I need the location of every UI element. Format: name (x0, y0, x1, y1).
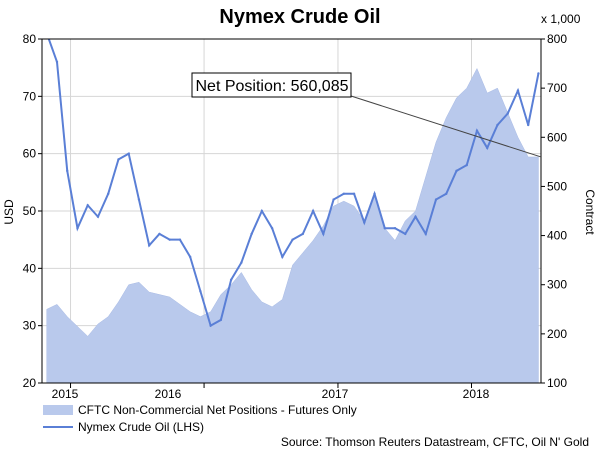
y-tick-label-left: 20 (23, 376, 37, 390)
crude-oil-point (526, 123, 530, 127)
x-tick-label: 2015 (52, 387, 79, 401)
y-tick-label-right: 100 (547, 376, 567, 390)
crude-oil-point (147, 244, 151, 247)
y-axis-label-right: Contract (583, 189, 597, 235)
crude-oil-point (117, 158, 120, 161)
legend: CFTC Non-Commercial Net Positions - Futu… (43, 403, 357, 434)
y-tick-label-right: 700 (547, 81, 567, 95)
y-tick-label-right: 600 (547, 130, 567, 144)
crude-oil-point (475, 129, 479, 132)
x-tick-label: 2017 (322, 387, 349, 401)
crude-oil-point (250, 232, 253, 236)
crude-oil-point (455, 169, 458, 173)
crude-oil-point (404, 232, 407, 236)
crude-oil-point (96, 215, 100, 218)
crude-oil-point (260, 209, 264, 213)
y-tick-label-left: 50 (23, 204, 37, 218)
x-tick-label: 2016 (155, 387, 182, 401)
callout-text: Net Position: 560,085 (196, 78, 349, 95)
crude-oil-point (506, 112, 509, 115)
crude-oil-point (393, 227, 397, 230)
y-axis-label-left: USD (2, 199, 16, 225)
right-axis-multiplier: x 1,000 (541, 12, 581, 26)
y-tick-label-left: 60 (23, 147, 37, 161)
chart-title: Nymex Crude Oil (219, 6, 380, 28)
x-tick-label: 2018 (463, 387, 490, 401)
crude-oil-point (301, 232, 305, 236)
y-tick-label-right: 500 (547, 179, 567, 193)
crude-oil-point (434, 198, 438, 201)
crude-oil-point (127, 152, 130, 155)
y-tick-label-left: 40 (23, 261, 37, 275)
crude-oil-point (199, 290, 202, 293)
y-tick-label-right: 200 (547, 327, 567, 341)
crude-oil-point (496, 123, 499, 127)
y-tick-label-right: 800 (547, 32, 567, 46)
plot-area: 20 30 40 50 60 70 80 100 200 300 400 500 600 700 800 20… (23, 32, 568, 401)
legend-label-crude-oil: Nymex Crude Oil (LHS) (78, 420, 204, 434)
crude-oil-point (332, 198, 335, 201)
crude-oil-point (424, 232, 427, 236)
crude-oil-point (281, 255, 284, 259)
crude-oil-point (270, 227, 274, 230)
callout-box (191, 72, 352, 98)
crude-oil-point (55, 60, 59, 64)
crude-oil-point (352, 192, 356, 195)
crude-oil-point (342, 192, 346, 195)
callout-leader (350, 95, 542, 158)
crude-oil-point (76, 227, 79, 230)
legend-label-net-positions: CFTC Non-Commercial Net Positions - Futu… (78, 403, 357, 417)
y-tick-label-left: 30 (23, 319, 37, 333)
crude-oil-point (219, 318, 223, 322)
y-tick-label-right: 400 (547, 229, 567, 243)
legend-swatch-net-positions (43, 405, 73, 415)
crude-oil-point (291, 238, 294, 241)
crude-oil-point (537, 72, 540, 75)
crude-oil-point (363, 221, 366, 224)
crude-oil-point (107, 192, 110, 195)
crude-oil-point (311, 209, 315, 213)
crude-oil-point (373, 192, 376, 195)
crude-oil-point (445, 192, 448, 195)
crude-oil-point (383, 227, 386, 230)
crude-oil-point (240, 261, 243, 264)
net-positions-area (46, 67, 539, 384)
crude-oil-point (414, 215, 417, 218)
crude-oil-point (137, 198, 141, 201)
crude-oil-point (229, 278, 233, 281)
y-tick-label-left: 70 (23, 89, 37, 103)
crude-oil-point (209, 324, 212, 327)
crude-oil-point (486, 146, 489, 150)
crude-oil-point (178, 238, 182, 241)
crude-oil-point (66, 169, 69, 173)
y-tick-label-right: 300 (547, 278, 567, 292)
source-note: Source: Thomson Reuters Datastream, CFTC… (281, 435, 589, 449)
crude-oil-point (168, 238, 171, 241)
crude-oil-point (465, 163, 468, 167)
crude-oil-point (516, 89, 520, 92)
crude-oil-point (158, 232, 161, 236)
y-tick-label-left: 80 (23, 32, 37, 46)
crude-oil-point (322, 232, 325, 236)
crude-oil-point (188, 255, 192, 259)
crude-oil-point (86, 204, 89, 207)
